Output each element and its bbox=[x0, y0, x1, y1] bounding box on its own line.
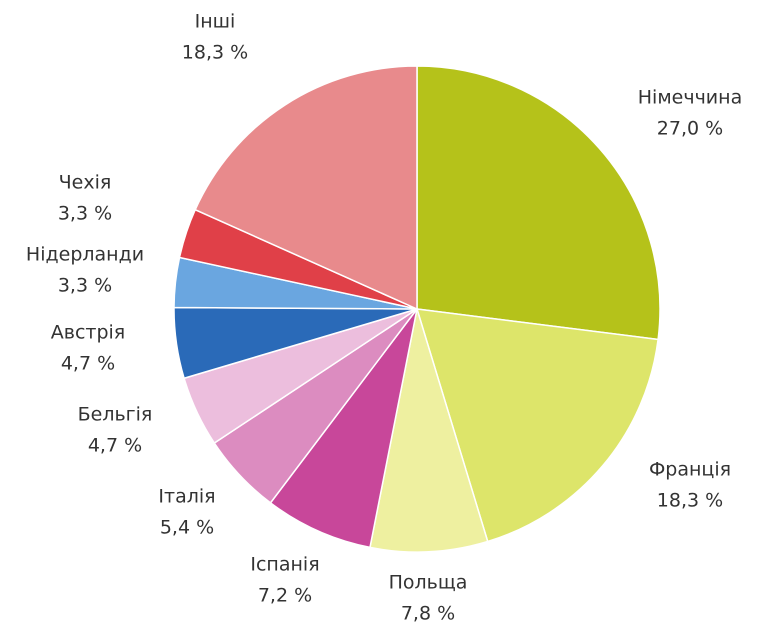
slice-label: Чехія bbox=[59, 172, 112, 194]
slice-label: Франція bbox=[649, 459, 731, 481]
slice-label: Нідерланди bbox=[26, 244, 144, 266]
slice-label: Польща bbox=[389, 572, 468, 594]
slice-label: Іспанія bbox=[250, 554, 319, 576]
slice-label: Німеччина bbox=[638, 87, 742, 109]
slice-value-label: 4,7 % bbox=[61, 353, 115, 375]
pie-slice bbox=[416, 65, 661, 341]
slice-label: Австрія bbox=[51, 322, 125, 344]
slice-label: Бельгія bbox=[78, 404, 153, 426]
pie-slice bbox=[269, 308, 418, 549]
slice-value-label: 7,8 % bbox=[401, 603, 455, 625]
slice-label: Італія bbox=[158, 486, 215, 508]
slice-value-label: 3,3 % bbox=[58, 275, 112, 297]
slice-label: Інші bbox=[195, 11, 236, 33]
slice-value-label: 4,7 % bbox=[88, 435, 142, 457]
pie-slice bbox=[194, 65, 418, 311]
pie-slice bbox=[369, 308, 489, 553]
slice-value-label: 7,2 % bbox=[258, 585, 312, 607]
slice-value-label: 5,4 % bbox=[160, 517, 214, 539]
slice-value-label: 18,3 % bbox=[657, 490, 723, 512]
slice-value-label: 3,3 % bbox=[58, 203, 112, 225]
pie-slice bbox=[415, 308, 659, 543]
slice-value-label: 18,3 % bbox=[182, 42, 248, 64]
slice-value-label: 27,0 % bbox=[657, 118, 723, 140]
